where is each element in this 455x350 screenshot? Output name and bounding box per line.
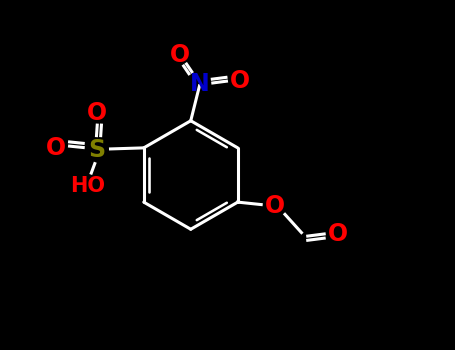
Text: O: O [230,69,250,93]
Text: O: O [328,222,348,246]
Text: S: S [88,138,105,162]
Text: O: O [170,43,190,67]
Text: HO: HO [70,176,105,196]
Text: N: N [190,72,209,96]
Text: O: O [264,194,284,218]
Text: O: O [46,136,66,160]
Text: O: O [87,101,107,125]
